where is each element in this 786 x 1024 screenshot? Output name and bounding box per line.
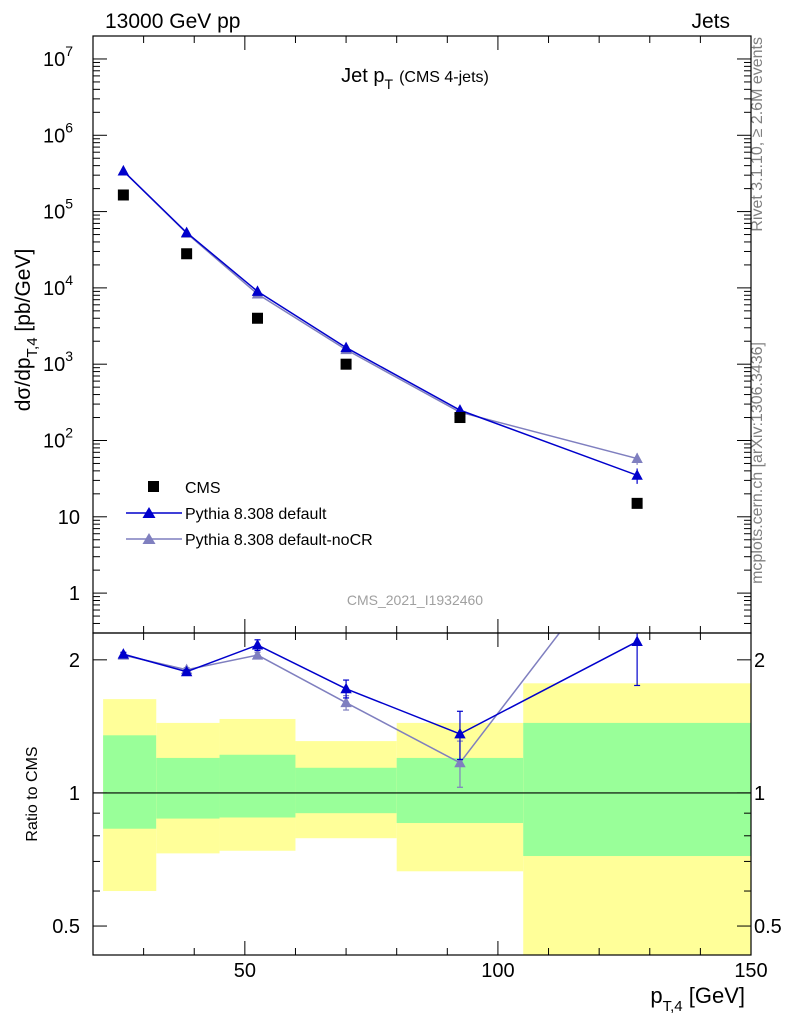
x-axis-label: pT,4 [GeV] bbox=[650, 983, 745, 1015]
y-tick-label: 1 bbox=[69, 583, 80, 605]
ratio-panel-frame bbox=[92, 632, 752, 956]
ratio-point-default bbox=[180, 665, 193, 677]
uncertainty-band-inner bbox=[219, 754, 296, 818]
data-point-cms bbox=[252, 312, 263, 324]
rivet-version-label: Rivet 3.1.10, ≥ 2.6M events bbox=[749, 37, 766, 232]
legend-cms-marker bbox=[148, 481, 159, 492]
x-tick-label: 50 bbox=[234, 960, 256, 982]
y-tick-label: 10 bbox=[58, 507, 80, 529]
data-point-default bbox=[454, 404, 466, 415]
ratio-point-default bbox=[117, 648, 130, 659]
ratio-y-tick-label: 0.5 bbox=[52, 916, 80, 938]
uncertainty-band-inner bbox=[523, 722, 751, 857]
ratio-point-nocr bbox=[340, 696, 352, 708]
y-tick-label: 106 bbox=[43, 119, 73, 147]
series-line-nocr bbox=[122, 170, 638, 460]
y-tick-label: 104 bbox=[43, 272, 73, 300]
data-point-cms bbox=[454, 412, 466, 424]
cross-section-panel: 1 10 102 103 104 105 106 107 Jet pT (CMS 4-jets)… bbox=[12, 35, 752, 634]
x-tick-label: 150 bbox=[734, 960, 767, 982]
data-point-default bbox=[340, 341, 352, 353]
uncertainty-band-inner bbox=[103, 735, 157, 829]
legend-nocr-label: Pythia 8.308 default-noCR bbox=[185, 532, 373, 549]
y-tick-label: 105 bbox=[43, 196, 73, 224]
data-point-cms bbox=[631, 497, 643, 509]
ratio-line-default bbox=[123, 640, 638, 735]
analysis-id-watermark: CMS_2021_I1932460 bbox=[347, 592, 483, 608]
legend: CMS Pythia 8.308 default Pythia 8.308 de… bbox=[126, 480, 373, 549]
ratio-y-tick-label: 1 bbox=[69, 783, 80, 805]
ratio-y-tick-label-right: 1 bbox=[754, 783, 765, 805]
data-point-default bbox=[180, 226, 193, 238]
ratio-panel: 0.5 0.5 1 1 2 2 50 100 150 Ratio to CMS pT,4 [Ge… bbox=[24, 526, 782, 1015]
ratio-point-default bbox=[251, 639, 264, 650]
ratio-axis-label: Ratio to CMS bbox=[24, 746, 41, 841]
ratio-point-nocr bbox=[454, 756, 466, 768]
ratio-point-default bbox=[454, 727, 466, 739]
legend-default-label: Pythia 8.308 default bbox=[185, 506, 327, 523]
ratio-y-tick-label-right: 0.5 bbox=[754, 916, 782, 938]
series-line-default bbox=[122, 170, 638, 476]
ratio-point-nocr bbox=[631, 526, 642, 537]
y-tick-label: 107 bbox=[43, 43, 73, 71]
header-process: 13000 GeV pp bbox=[105, 10, 240, 33]
ratio-line-nocr bbox=[123, 633, 561, 764]
header-category: Jets bbox=[691, 10, 730, 33]
ratio-y-tick-label: 2 bbox=[69, 650, 80, 672]
data-point-nocr bbox=[631, 452, 643, 464]
y-axis-label: dσ/dpT,4 [pb/GeV] bbox=[12, 249, 41, 412]
plot-title: Jet pT (CMS 4-jets) bbox=[341, 65, 489, 92]
data-point-default bbox=[117, 165, 130, 176]
y-tick-label: 102 bbox=[43, 424, 73, 452]
ratio-point-default bbox=[340, 682, 352, 694]
ratio-point-default bbox=[631, 635, 643, 647]
legend-cms-label: CMS bbox=[185, 480, 221, 497]
ratio-point-nocr bbox=[251, 649, 264, 660]
data-point-cms bbox=[181, 248, 193, 260]
data-point-cms bbox=[340, 358, 352, 370]
data-point-cms bbox=[117, 189, 129, 201]
ratio-y-tick-label-right: 2 bbox=[754, 650, 765, 672]
data-point-default bbox=[631, 469, 643, 480]
legend-default-marker bbox=[142, 507, 156, 518]
data-point-default bbox=[251, 285, 264, 296]
uncertainty-band-inner bbox=[156, 757, 220, 819]
legend-nocr-marker bbox=[142, 533, 156, 544]
y-tick-label: 103 bbox=[43, 348, 73, 376]
x-tick-label: 100 bbox=[481, 960, 514, 982]
mcplots-reference-label: mcplots.cern.ch [arXiv:1306.3436] bbox=[749, 342, 766, 584]
uncertainty-band-inner bbox=[295, 767, 397, 814]
